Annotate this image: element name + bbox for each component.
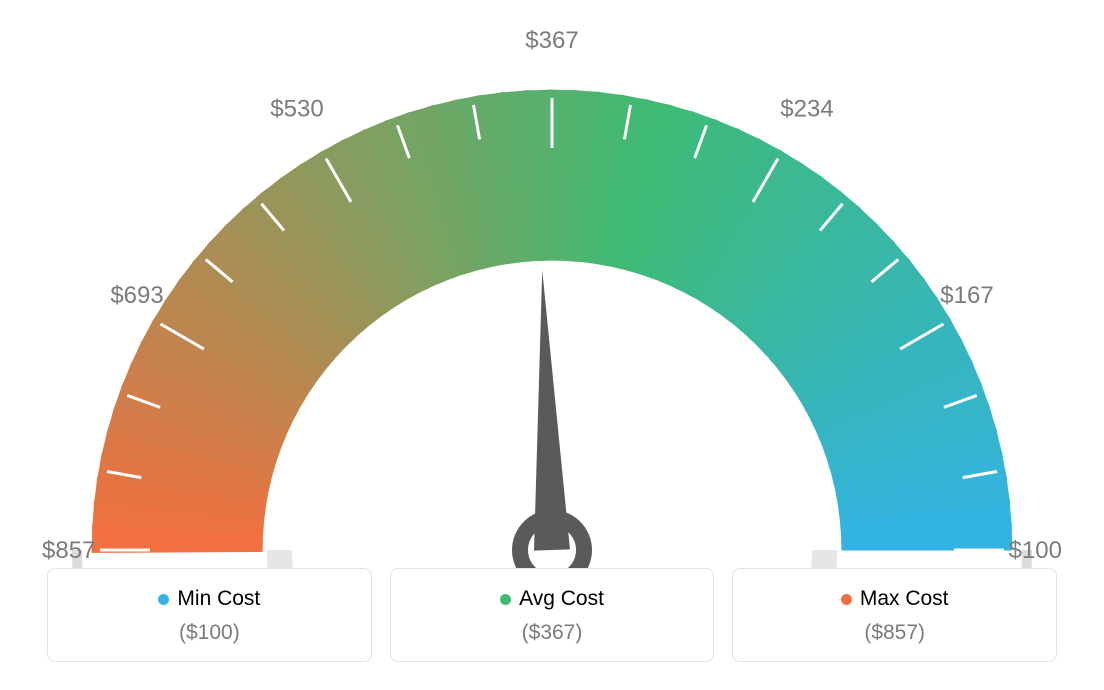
outer-ring <box>72 550 1032 570</box>
tick-label: $367 <box>525 27 578 54</box>
legend-label-min: Min Cost <box>58 587 361 611</box>
legend-label-avg: Avg Cost <box>401 587 704 611</box>
tick-label: $693 <box>110 282 163 309</box>
gauge-chart: $100 $167 $234 $367 $530 $693 $857 <box>42 10 1062 570</box>
legend-dot-min <box>158 594 169 605</box>
legend-box-min: Min Cost ($100) <box>47 568 372 662</box>
legend-box-avg: Avg Cost ($367) <box>390 568 715 662</box>
legend-label-max: Max Cost <box>743 587 1046 611</box>
tick-label: $857 <box>42 537 95 564</box>
tick-label: $234 <box>780 95 833 122</box>
legend-dot-max <box>841 594 852 605</box>
legend-value-max: ($857) <box>743 621 1046 645</box>
legend-text-avg: Avg Cost <box>519 587 604 611</box>
gauge-svg: $100 $167 $234 $367 $530 $693 $857 <box>42 10 1062 570</box>
legend-text-min: Min Cost <box>177 587 260 611</box>
legend-text-max: Max Cost <box>860 587 949 611</box>
legend-dot-avg <box>500 594 511 605</box>
legend-value-min: ($100) <box>58 621 361 645</box>
legend-box-max: Max Cost ($857) <box>732 568 1057 662</box>
legend-value-avg: ($367) <box>401 621 704 645</box>
tick-label: $100 <box>1009 537 1062 564</box>
tick-label: $530 <box>270 95 323 122</box>
inner-ring <box>267 550 837 570</box>
legend-row: Min Cost ($100) Avg Cost ($367) Max Cost… <box>47 568 1057 662</box>
tick-label: $167 <box>940 282 993 309</box>
gauge-needle <box>534 270 570 550</box>
